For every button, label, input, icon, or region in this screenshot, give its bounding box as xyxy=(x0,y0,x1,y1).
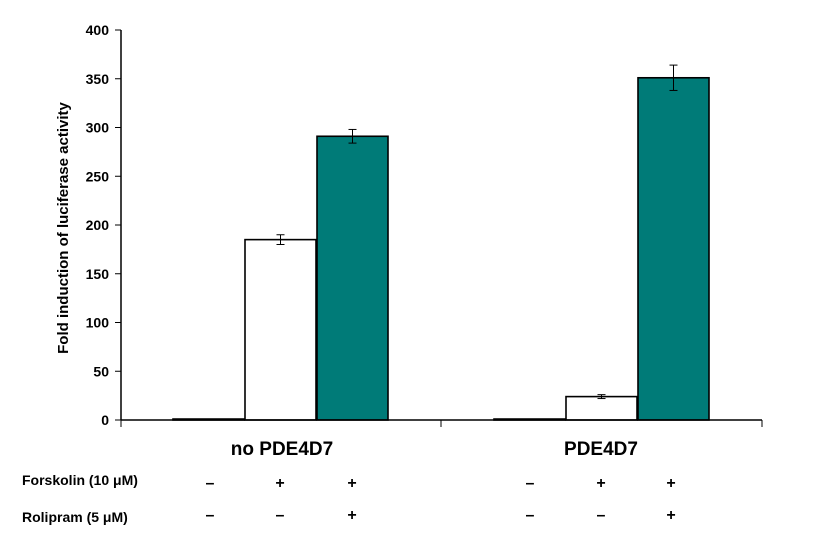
condition-label-forskolin: Forskolin (10 μM) xyxy=(22,472,138,488)
bars xyxy=(172,64,710,421)
group-label-no-pde4d7: no PDE4D7 xyxy=(231,439,333,460)
condition-signs: – + + – + + – – + – – + xyxy=(206,475,676,524)
condition-sign: – xyxy=(526,475,535,492)
y-tick-label: 250 xyxy=(86,168,110,184)
condition-sign: – xyxy=(206,507,215,524)
y-tick-label: 200 xyxy=(86,217,110,233)
group-label-pde4d7: PDE4D7 xyxy=(564,439,638,460)
bar xyxy=(637,76,710,421)
y-tick-label: 350 xyxy=(86,71,110,87)
condition-sign: + xyxy=(347,507,356,524)
condition-sign: – xyxy=(526,507,535,524)
y-tick-label: 50 xyxy=(93,363,109,379)
y-tick-label: 400 xyxy=(86,22,110,38)
condition-sign: – xyxy=(597,507,606,524)
y-ticks: 0 50 100 150 200 250 300 350 400 xyxy=(86,22,121,428)
bar xyxy=(565,395,638,421)
condition-sign: – xyxy=(276,507,285,524)
condition-sign: + xyxy=(275,475,284,492)
condition-sign: – xyxy=(206,475,215,492)
condition-label-rolipram: Rolipram (5 μM) xyxy=(22,509,128,525)
condition-sign: + xyxy=(347,475,356,492)
bar xyxy=(244,238,317,421)
y-tick-label: 300 xyxy=(86,120,110,136)
condition-sign: + xyxy=(666,507,675,524)
condition-sign: + xyxy=(596,475,605,492)
y-tick-label: 100 xyxy=(86,315,110,331)
y-tick-label: 0 xyxy=(101,412,109,428)
bar xyxy=(316,135,389,421)
condition-sign: + xyxy=(666,475,675,492)
y-tick-label: 150 xyxy=(86,266,110,282)
y-axis-title: Fold induction of luciferase activity xyxy=(55,101,72,353)
